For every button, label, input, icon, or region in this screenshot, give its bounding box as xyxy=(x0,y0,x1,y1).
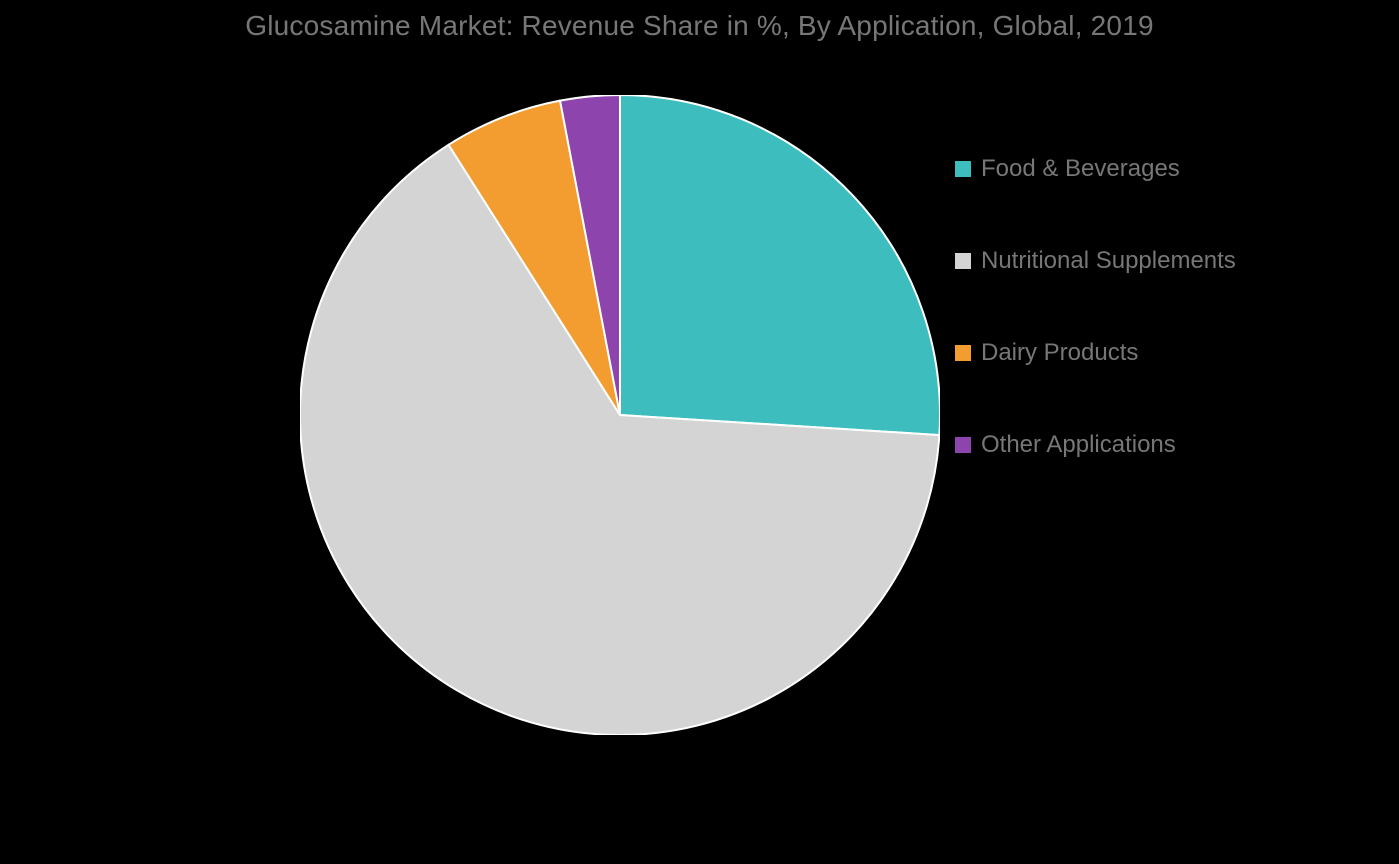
pie-chart xyxy=(300,95,940,735)
pie-slice xyxy=(620,95,940,435)
legend-label: Nutritional Supplements xyxy=(981,247,1236,275)
chart-title: Glucosamine Market: Revenue Share in %, … xyxy=(0,10,1399,42)
legend-label: Food & Beverages xyxy=(981,155,1180,183)
legend-swatch xyxy=(955,253,971,269)
legend-swatch xyxy=(955,345,971,361)
legend-label: Other Applications xyxy=(981,431,1176,459)
legend-item-dairy-products: Dairy Products xyxy=(955,339,1236,367)
legend-item-nutritional-supplements: Nutritional Supplements xyxy=(955,247,1236,275)
legend-item-food-beverages: Food & Beverages xyxy=(955,155,1236,183)
legend-swatch xyxy=(955,161,971,177)
legend-swatch xyxy=(955,437,971,453)
chart-container: Glucosamine Market: Revenue Share in %, … xyxy=(0,0,1399,864)
legend-item-other-applications: Other Applications xyxy=(955,431,1236,459)
legend-label: Dairy Products xyxy=(981,339,1138,367)
pie-svg xyxy=(300,95,940,735)
legend: Food & Beverages Nutritional Supplements… xyxy=(955,155,1236,459)
